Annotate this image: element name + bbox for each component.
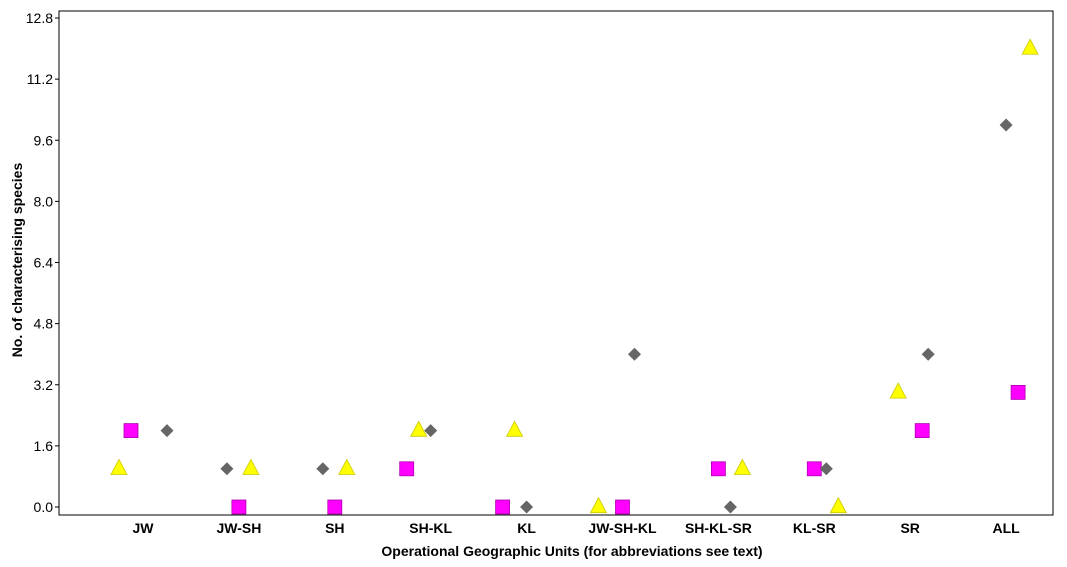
square-point <box>914 423 930 438</box>
diamond-point <box>723 500 737 514</box>
y-axis-title: No. of characterising species <box>9 163 25 358</box>
triangle-point <box>505 420 524 437</box>
diamond-point <box>160 424 174 438</box>
x-category-label: KL-SR <box>793 520 836 536</box>
diamond-point <box>628 347 641 361</box>
x-category-label: ALL <box>992 520 1020 536</box>
triangle-point <box>733 458 752 475</box>
x-category-label: KL <box>517 520 536 536</box>
y-tick-label: 6.4 <box>34 255 54 271</box>
square-point <box>1010 384 1026 400</box>
plot-border <box>58 10 1054 516</box>
triangle-point <box>410 420 428 437</box>
square-point <box>711 461 726 477</box>
y-tick-label: 0.0 <box>34 499 54 515</box>
data-points <box>110 38 1039 515</box>
triangle-point <box>338 458 356 475</box>
triangle-point <box>589 496 608 514</box>
triangle-point <box>889 382 907 399</box>
x-category-label: SR <box>900 520 919 536</box>
triangle-point <box>829 496 847 514</box>
square-point <box>399 461 415 477</box>
triangle-point <box>110 458 128 475</box>
y-tick-label: 9.6 <box>34 132 54 148</box>
diamond-point <box>921 347 935 361</box>
square-point <box>615 499 630 515</box>
square-point <box>495 499 511 515</box>
x-category-label: SH <box>325 520 344 536</box>
x-category-label: JW-SH <box>216 520 261 536</box>
x-category-label: SH-KL <box>409 520 452 536</box>
diamond-point <box>316 462 330 476</box>
diamond-point <box>999 118 1013 132</box>
x-category-label: JW <box>133 520 155 536</box>
y-tick-label: 4.8 <box>34 316 54 332</box>
square-point <box>327 499 343 515</box>
plot-frame <box>58 10 1054 516</box>
y-tick-label: 1.6 <box>34 438 54 454</box>
x-category-label: JW-SH-KL <box>588 520 657 536</box>
diamond-point <box>424 424 438 438</box>
triangle-point <box>242 458 260 475</box>
y-axis: 0.0 1.6 3.2 4.8 6.4 8.0 9.6 11.2 12.8 <box>26 10 59 515</box>
triangle-point <box>1021 38 1039 55</box>
x-axis: JW JW-SH SH SH-KL KL JW-SH-KL SH-KL-SR KL-SR SR A… <box>133 520 1021 536</box>
x-axis-title: Operational Geographic Units (for abbrev… <box>381 543 762 559</box>
x-category-label: SH-KL-SR <box>685 520 752 536</box>
square-point <box>123 423 139 438</box>
y-tick-label: 3.2 <box>34 377 54 393</box>
square-point <box>231 499 247 515</box>
square-point <box>806 461 822 477</box>
diamond-point <box>220 462 234 476</box>
y-tick-label: 12.8 <box>26 10 53 26</box>
diamond-point <box>819 462 833 476</box>
diamond-point <box>520 500 534 514</box>
y-tick-label: 8.0 <box>34 193 54 209</box>
y-tick-label: 11.2 <box>27 71 53 87</box>
